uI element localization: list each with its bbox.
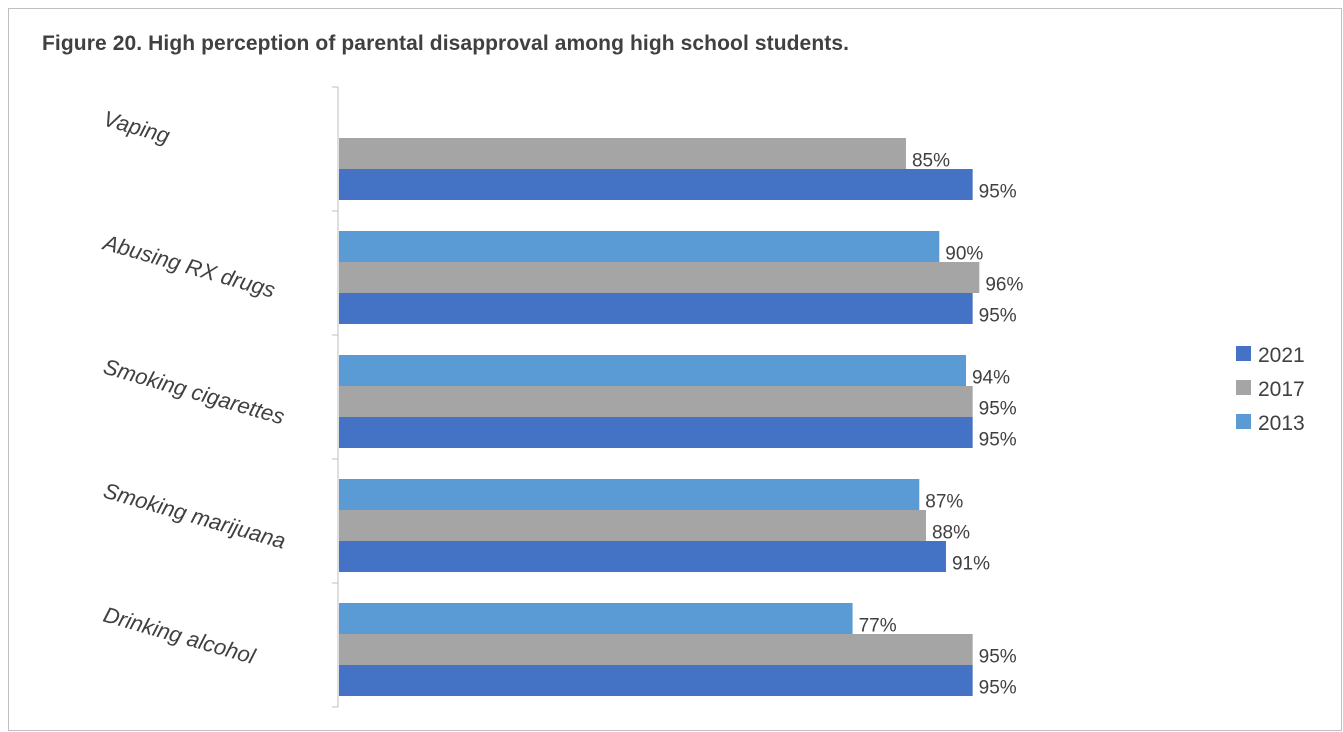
data-label: 95% (979, 678, 1017, 699)
chart-title: Figure 20. High perception of parental d… (42, 32, 850, 55)
bar-2013-smoking-marijuana (339, 479, 920, 510)
data-label: 95% (979, 647, 1017, 668)
data-label: 95% (979, 399, 1017, 420)
data-label: 77% (859, 616, 897, 637)
bar-2017-abusing-rx-drugs (339, 262, 980, 293)
data-label: 85% (912, 151, 950, 172)
bar-2021-vaping (339, 169, 973, 200)
bar-2021-abusing-rx-drugs (339, 293, 973, 324)
data-label: 91% (952, 554, 990, 575)
category-label: Abusing RX drugs (99, 229, 278, 302)
data-label: 94% (972, 368, 1010, 389)
legend-label: 2013 (1258, 412, 1305, 435)
category-label: Smoking cigarettes (101, 354, 288, 430)
category-label: Vaping (101, 106, 174, 149)
legend-label: 2021 (1258, 344, 1305, 367)
bar-2017-drinking-alcohol (339, 634, 973, 665)
legend-swatch-2013 (1236, 414, 1251, 429)
bar-2021-drinking-alcohol (339, 665, 973, 696)
legend-swatch-2017 (1236, 380, 1251, 395)
legend-swatch-2021 (1236, 346, 1251, 361)
data-label: 90% (945, 244, 983, 265)
data-label: 95% (979, 306, 1017, 327)
bar-2013-drinking-alcohol (339, 603, 853, 634)
bar-2013-abusing-rx-drugs (339, 231, 940, 262)
data-label: 95% (979, 182, 1017, 203)
bar-2013-smoking-cigarettes (339, 355, 966, 386)
data-label: 88% (932, 523, 970, 544)
category-label: Drinking alcohol (101, 602, 259, 669)
bar-2017-smoking-marijuana (339, 510, 926, 541)
bar-2021-smoking-cigarettes (339, 417, 973, 448)
chart-frame (8, 8, 1342, 731)
category-label: Smoking marijuana (101, 478, 289, 554)
bar-2021-smoking-marijuana (339, 541, 946, 572)
data-label: 96% (985, 275, 1023, 296)
bar-2017-smoking-cigarettes (339, 386, 973, 417)
data-label: 87% (925, 492, 963, 513)
bar-2017-vaping (339, 138, 906, 169)
legend-label: 2017 (1258, 378, 1305, 401)
data-label: 95% (979, 430, 1017, 451)
